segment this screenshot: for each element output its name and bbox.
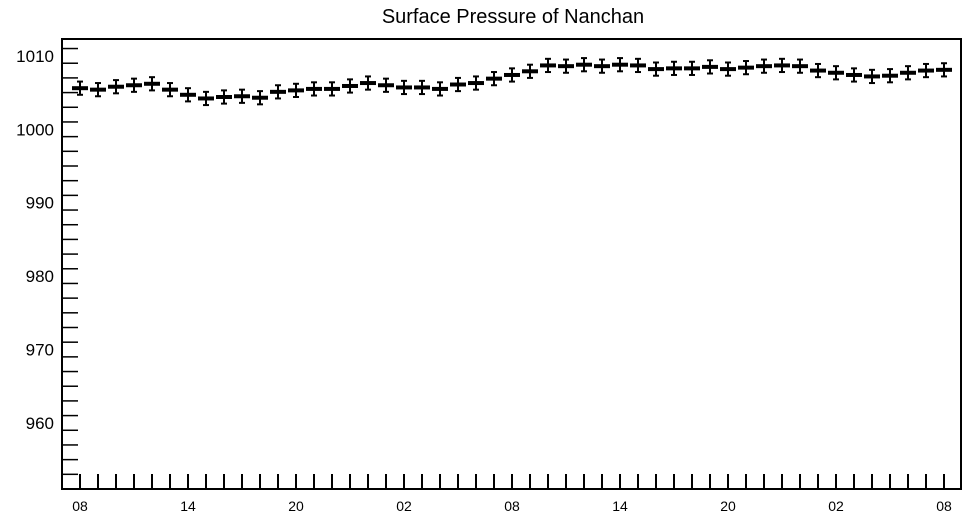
data-point	[72, 80, 88, 96]
data-point	[252, 90, 268, 106]
y-tick-label: 970	[26, 341, 54, 360]
data-point	[324, 81, 340, 97]
x-tick-label: 08	[936, 498, 952, 514]
data-point	[774, 57, 790, 74]
x-tick-label: 14	[180, 498, 196, 514]
x-tick-label: 08	[72, 498, 88, 514]
data-point	[882, 68, 898, 84]
data-point	[180, 87, 196, 103]
x-axis: 08 14 20 02 08 14 20 02 08	[72, 474, 952, 514]
data-point	[648, 61, 664, 77]
data-series	[72, 57, 952, 107]
data-point	[738, 60, 754, 76]
data-point	[684, 60, 700, 76]
data-point	[522, 63, 538, 79]
y-tick-label: 960	[26, 414, 54, 433]
data-point	[540, 57, 556, 74]
data-point	[108, 79, 124, 95]
y-tick-label: 990	[26, 194, 54, 213]
data-point	[450, 76, 466, 93]
data-point	[918, 62, 934, 79]
chart-title: Surface Pressure of Nanchan	[382, 6, 644, 28]
x-tick-label: 02	[396, 498, 412, 514]
data-point	[558, 58, 574, 74]
data-point	[126, 77, 142, 93]
data-point	[144, 76, 160, 92]
data-point	[576, 57, 592, 73]
data-point	[360, 75, 376, 91]
x-tick-label: 20	[720, 498, 736, 514]
data-point	[810, 62, 826, 79]
data-point	[864, 68, 880, 85]
plot-frame	[61, 38, 962, 490]
data-point	[90, 82, 106, 98]
data-point	[504, 67, 520, 83]
data-point	[306, 81, 322, 97]
y-axis: 960 970 980 990 1000 1010	[16, 47, 78, 490]
data-point	[270, 84, 286, 100]
data-point	[936, 62, 952, 78]
x-tick-label: 08	[504, 498, 520, 514]
data-point	[666, 60, 682, 76]
data-point	[630, 57, 646, 74]
y-tick-label: 1000	[16, 120, 54, 139]
data-point	[216, 89, 232, 105]
data-point	[828, 65, 844, 81]
y-tick-label: 980	[26, 267, 54, 286]
data-point	[756, 58, 772, 74]
data-point	[198, 90, 214, 107]
data-point	[612, 57, 628, 73]
data-point	[378, 77, 394, 93]
x-tick-label: 14	[612, 498, 628, 514]
data-point	[414, 79, 430, 96]
data-point	[846, 67, 862, 83]
x-tick-label: 20	[288, 498, 304, 514]
x-tick-label: 02	[828, 498, 844, 514]
data-point	[396, 79, 412, 96]
data-point	[900, 65, 916, 81]
data-point	[234, 88, 250, 104]
data-point	[486, 71, 502, 87]
y-tick-label: 1010	[16, 47, 54, 66]
data-point	[594, 58, 610, 74]
data-point	[432, 81, 448, 97]
data-point	[288, 82, 304, 98]
data-point	[468, 75, 484, 91]
data-point	[792, 58, 808, 74]
data-point	[720, 61, 736, 77]
data-point	[162, 82, 178, 98]
data-point	[702, 59, 718, 75]
data-point	[342, 78, 358, 94]
